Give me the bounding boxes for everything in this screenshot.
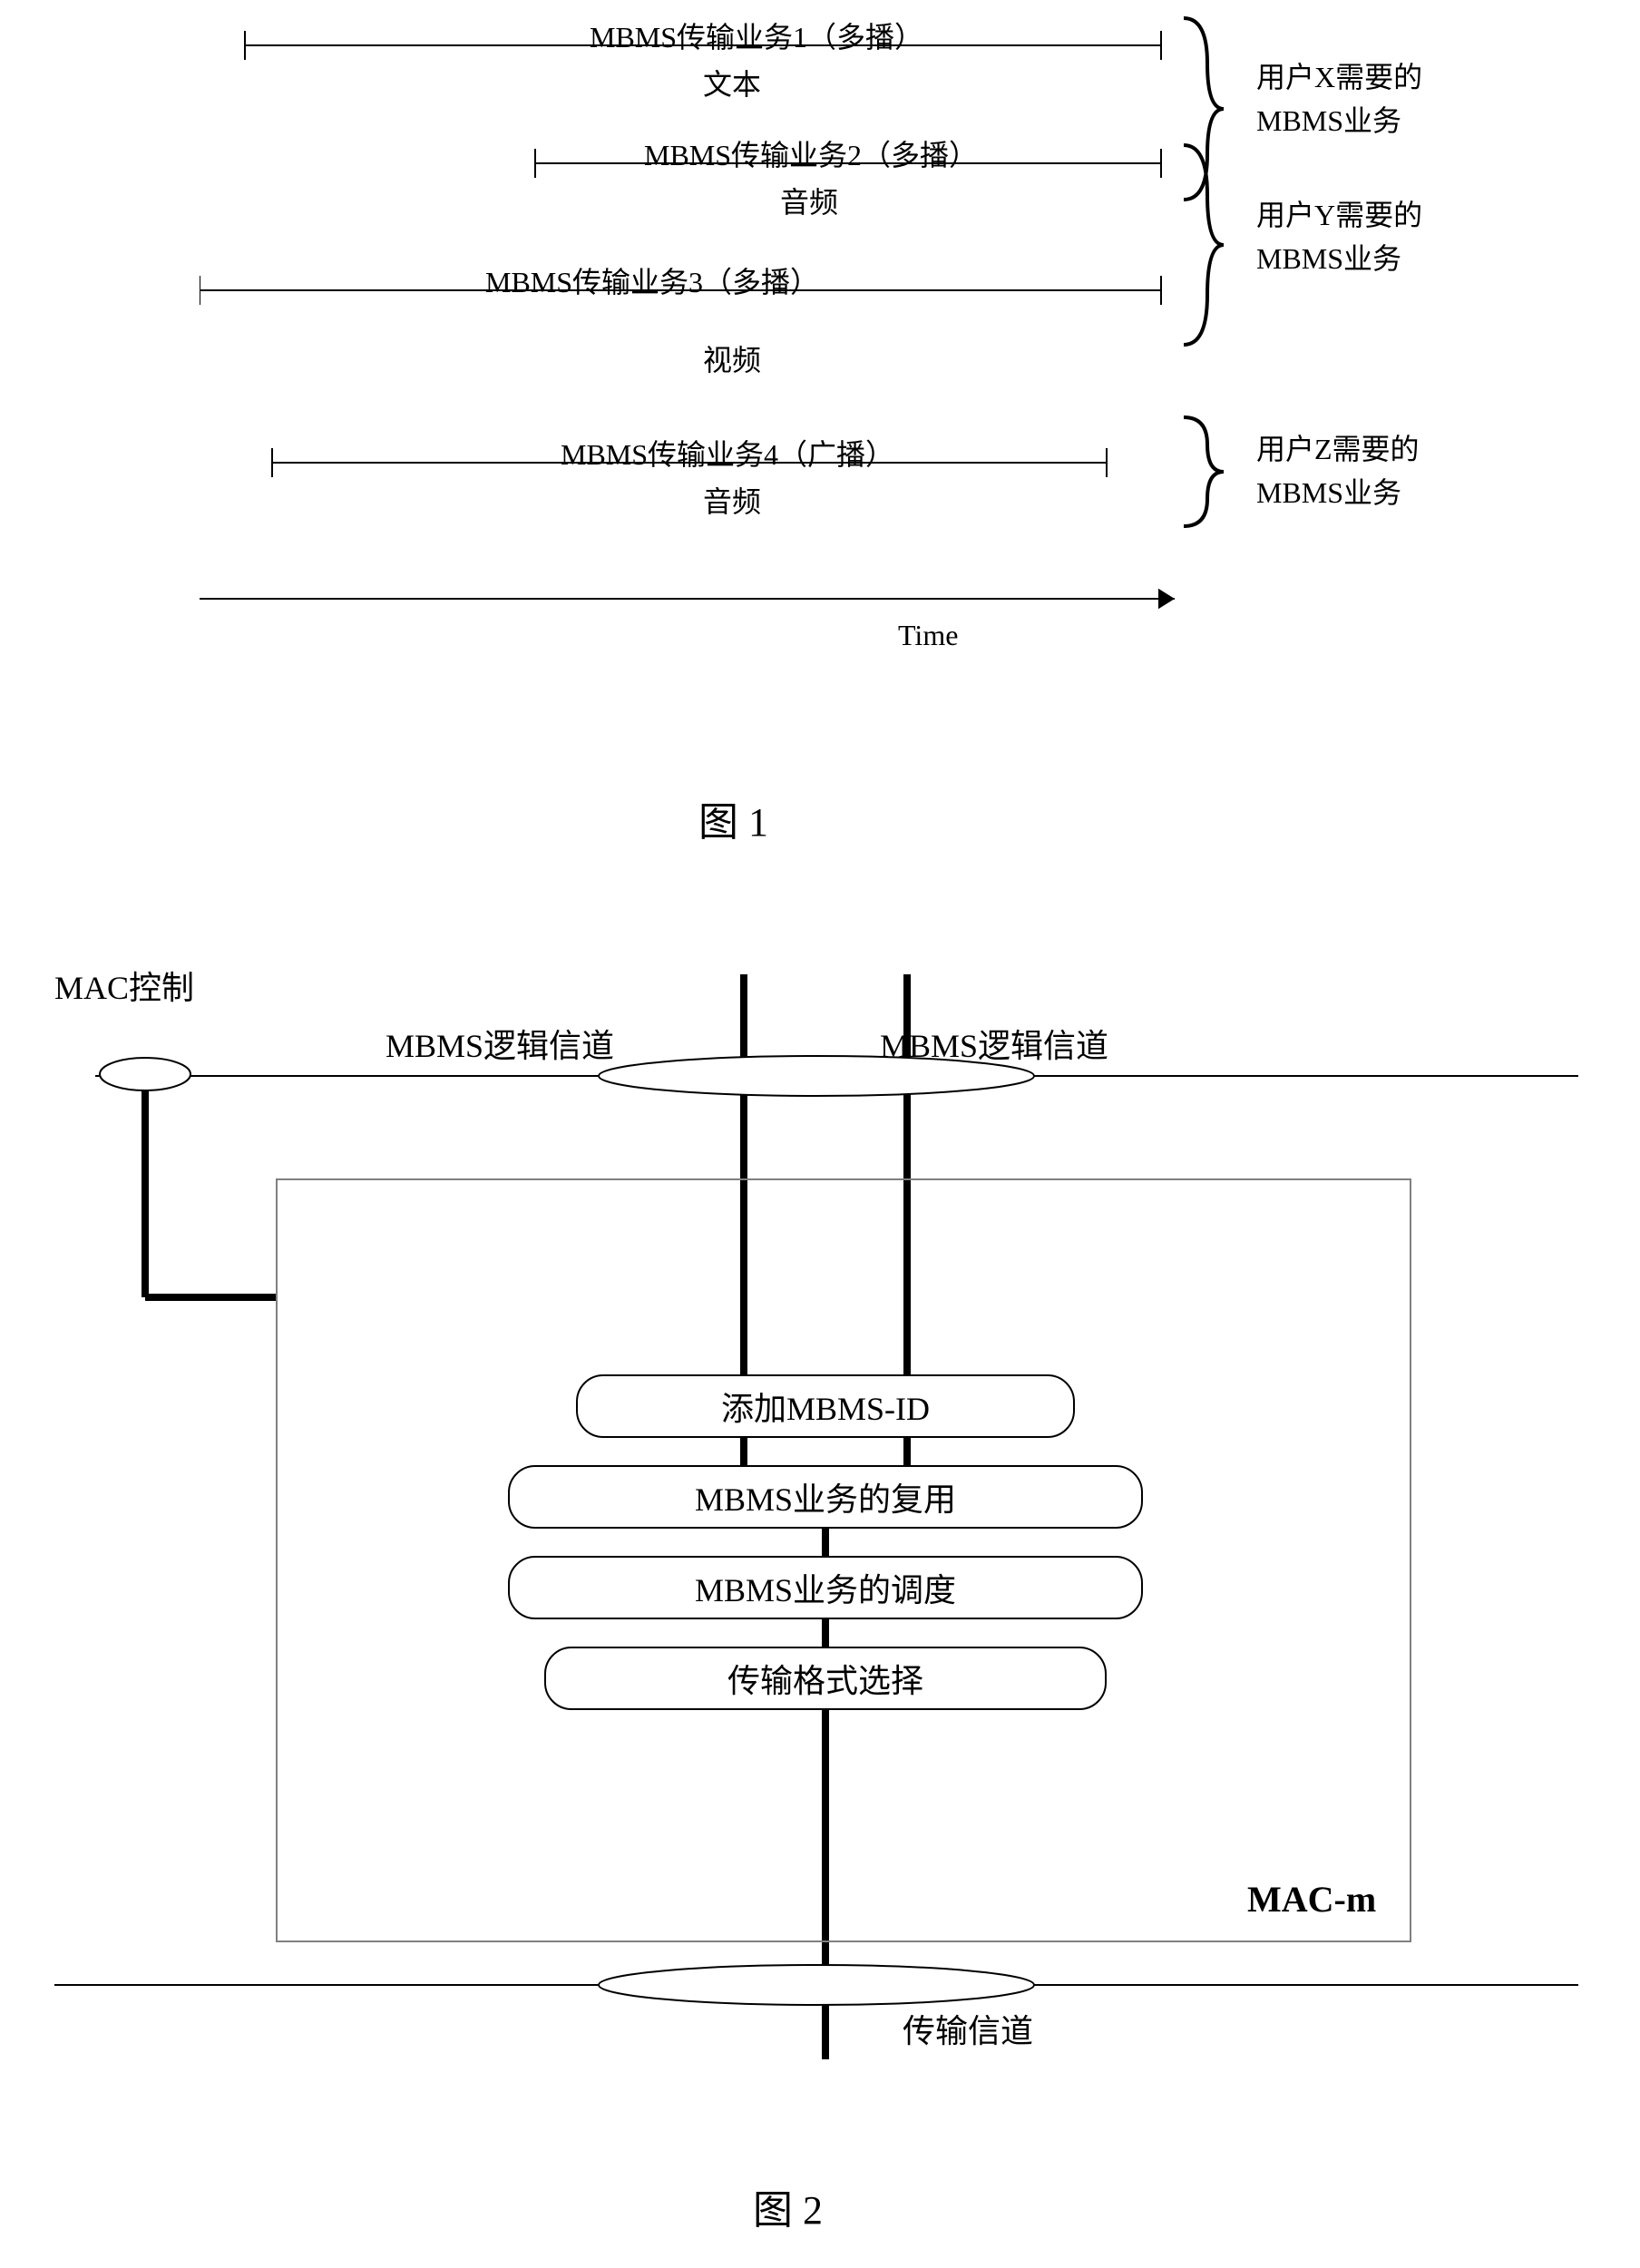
fig2-caption: 图 2: [753, 2177, 823, 2235]
brace2-label2: MBMS业务: [1256, 470, 1401, 512]
figure-2: 添加MBMS-ID MBMS业务的复用 MBMS业务的调度传输格式选择 MAC控制 M…: [54, 962, 1578, 2141]
brace0-label1: 用户X需要的: [1256, 54, 1422, 96]
brace1-label1: 用户Y需要的: [1256, 192, 1422, 234]
figure-1: MBMS传输业务1（多播） 文本 MBMS传输业务2（多播） 音频 MBMS传输业务3（…: [200, 9, 1469, 662]
brace0-label2: MBMS业务: [1256, 98, 1401, 140]
bar1-top-label: MBMS传输业务2（多播）: [644, 132, 978, 174]
brace1-label2: MBMS业务: [1256, 236, 1401, 278]
time-axis-label: Time: [898, 619, 958, 652]
func-box-1: MBMS业务的复用: [508, 1465, 1143, 1529]
logical-right-label: MBMS逻辑信道: [880, 1020, 1108, 1067]
fig2-svg: [54, 962, 1578, 2105]
page-container: MBMS传输业务1（多播） 文本 MBMS传输业务2（多播） 音频 MBMS传输业务3（…: [0, 0, 1640, 2268]
bar2-bottom-label: 视频: [703, 337, 761, 379]
transport-label: 传输信道: [903, 2005, 1033, 2052]
func-box-2: MBMS业务的调度: [508, 1556, 1143, 1619]
fig1-caption: 图 1: [698, 789, 768, 847]
bar0-bottom-label: 文本: [703, 62, 761, 103]
macm-label: MAC-m: [1247, 1878, 1376, 1921]
bar0-top-label: MBMS传输业务1（多播）: [590, 15, 923, 56]
bar1-bottom-label: 音频: [780, 180, 838, 221]
bar2-top-label: MBMS传输业务3（多播）: [485, 259, 819, 301]
logical-left-label: MBMS逻辑信道: [386, 1020, 614, 1067]
bar3-top-label: MBMS传输业务4（广播）: [561, 432, 894, 474]
func-box-3: 传输格式选择: [544, 1647, 1107, 1710]
func-box-0: 添加MBMS-ID: [576, 1374, 1075, 1438]
bar3-bottom-label: 音频: [703, 479, 761, 521]
mac-control-label: MAC控制: [54, 962, 194, 1009]
brace2-label1: 用户Z需要的: [1256, 426, 1420, 468]
